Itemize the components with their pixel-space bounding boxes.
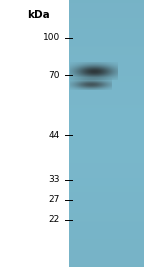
Text: kDa: kDa (27, 10, 50, 20)
Text: 70: 70 (48, 70, 60, 80)
Text: 22: 22 (49, 215, 60, 225)
Text: 100: 100 (43, 33, 60, 42)
Text: 27: 27 (49, 195, 60, 205)
Text: 44: 44 (49, 131, 60, 139)
Text: 33: 33 (48, 175, 60, 184)
